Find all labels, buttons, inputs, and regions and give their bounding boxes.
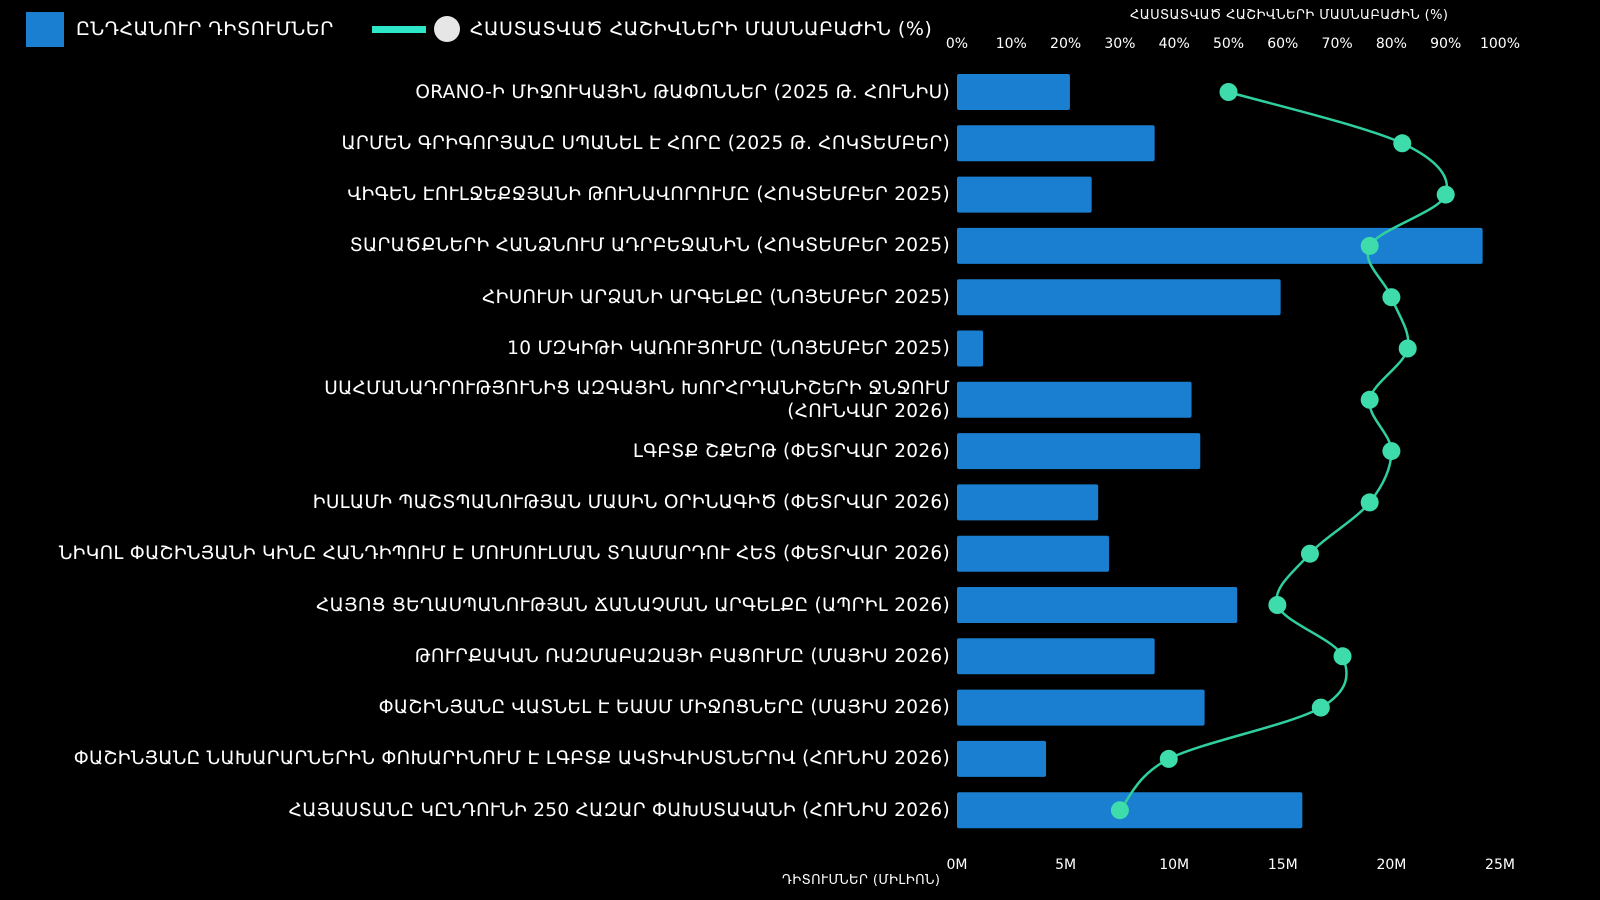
- percent-marker: [1300, 544, 1319, 563]
- percent-marker: [1382, 442, 1401, 461]
- top-axis-title: ՀԱՍՏԱՏՎԱԾ ՀԱՇԻՎՆԵՐԻ ՄԱՍՆԱԲԱԺԻՆ (%): [1130, 8, 1449, 23]
- bar: [957, 433, 1201, 470]
- bar: [957, 176, 1092, 213]
- top-tick-label: 30%: [1104, 36, 1135, 52]
- legend-marker-swatch: [433, 16, 460, 42]
- legend-bars-label: ԸՆԴՀԱՆՈՒՐ ԴԻՏՈՒՄՆԵՐ: [76, 18, 334, 40]
- bar: [957, 227, 1483, 264]
- legend: ԸՆԴՀԱՆՈՒՐ ԴԻՏՈՒՄՆԵՐ ՀԱՍՏԱՏՎԱԾ ՀԱՇԻՎՆԵՐԻ …: [26, 10, 932, 48]
- top-tick-label: 0%: [946, 36, 968, 52]
- bottom-tick-label: 15M: [1268, 857, 1298, 873]
- bar: [957, 689, 1205, 726]
- bottom-tick-label: 5M: [1055, 857, 1076, 873]
- legend-line-swatch: [371, 25, 426, 33]
- top-tick-label: 90%: [1430, 36, 1461, 52]
- percent-marker: [1382, 288, 1401, 307]
- category-label: ԼԳԲՏՔ ՇՔԵՐԹ (ՓԵՏՐՎԱՐ 2026): [633, 440, 950, 462]
- percent-marker: [1268, 596, 1287, 614]
- bar: [957, 587, 1238, 623]
- top-tick-label: 40%: [1159, 36, 1190, 52]
- percent-marker: [1219, 83, 1238, 101]
- percent-marker: [1393, 134, 1412, 153]
- bar: [957, 535, 1110, 572]
- top-tick-label: 10%: [996, 36, 1027, 52]
- category-label: ՆԻԿՈԼ ՓԱՇԻՆՅԱՆԻ ԿԻՆԸ ՀԱՆԴԻՊՈՒՄ Է ՄՈՒՍՈՒԼ…: [58, 543, 950, 565]
- top-tick-label: 100%: [1480, 36, 1520, 52]
- bar: [957, 330, 984, 367]
- percent-marker: [1110, 801, 1129, 820]
- category-label: ՍԱՀՄԱՆԱԴՐՈՒԹՅՈՒՆԻՑ ԱԶԳԱՅԻՆ ԽՈՐՀՐԴԱՆԻՇԵՐԻ…: [324, 377, 950, 422]
- category-label: ԹՈՒՐՔԱԿԱՆ ՌԱԶՄԱԲԱԶԱՅԻ ԲԱՑՈՒՄԸ (ՄԱՅԻՍ 202…: [414, 645, 950, 667]
- top-tick-label: 60%: [1267, 36, 1298, 52]
- bottom-axis-title: ԴԻՏՈՒՄՆԵՐ (ՄԻԼԻՈՆ): [782, 873, 941, 888]
- category-label: ԻՍԼԱՄԻ ՊԱՇՏՊԱՆՈՒԹՅԱՆ ՄԱՍԻՆ ՕՐԻՆԱԳԻԾ (ՓԵՏ…: [312, 491, 950, 513]
- bottom-tick-label: 0M: [947, 857, 968, 873]
- category-label: 10 ՄԶԿԻԹԻ ԿԱՌՈՒՅՈՒՄԸ (ՆՈՅԵՄԲԵՐ 2025): [507, 338, 950, 359]
- bar: [957, 125, 1155, 162]
- bottom-tick-label: 20M: [1376, 857, 1406, 873]
- bar: [957, 74, 1070, 110]
- top-tick-label: 50%: [1213, 36, 1244, 52]
- percent-marker: [1360, 390, 1379, 409]
- percent-marker: [1333, 647, 1352, 666]
- bar: [957, 381, 1192, 418]
- bar: [957, 279, 1281, 316]
- bottom-tick-label: 25M: [1485, 857, 1515, 873]
- percent-marker: [1360, 236, 1379, 255]
- bar: [957, 740, 1047, 777]
- category-label: ՀԱՅՈՑ ՑԵՂԱՍՊԱՆՈՒԹՅԱՆ ՃԱՆԱՉՄԱՆ ԱՐԳԵԼՔԸ (Ա…: [316, 594, 950, 616]
- bar: [957, 792, 1303, 829]
- category-label: ՓԱՇԻՆՅԱՆԸ ՎԱՏՆԵԼ Է ԵԱՍՄ ՄԻՋՈՑՆԵՐԸ (ՄԱՅԻՍ…: [378, 697, 950, 719]
- category-label: ՏԱՐԱԾՔՆԵՐԻ ՀԱՆՁՆՈՒՄ ԱԴՐԲԵՋԱՆԻՆ (ՀՈԿՏԵՄԲԵ…: [349, 235, 950, 257]
- category-label: ՓԱՇԻՆՅԱՆԸ ՆԱԽԱՐԱՐՆԵՐԻՆ ՓՈԽԱՐԻՆՈՒՄ Է ԼԳԲՏ…: [73, 748, 950, 770]
- category-label: ԱՐՄԵՆ ԳՐԻԳՈՐՅԱՆԸ ՍՊԱՆԵԼ Է ՀՈՐԸ (2025 Թ. …: [341, 132, 950, 154]
- bottom-tick-label: 10M: [1159, 857, 1189, 873]
- percent-marker: [1436, 185, 1455, 204]
- category-label: ՎԻԳԵՆ ԷՈՒԼՋԵՔՋՅԱՆԻ ԹՈՒՆԱՎՈՐՈՒՄԸ (ՀՈԿՏԵՄԲ…: [347, 184, 950, 206]
- legend-line-label: ՀԱՍՏԱՏՎԱԾ ՀԱՇԻՎՆԵՐԻ ՄԱՍՆԱԲԱԺԻՆ (%): [469, 18, 933, 40]
- legend-bar-swatch: [26, 11, 64, 47]
- percent-marker: [1311, 698, 1330, 717]
- bar: [957, 638, 1155, 675]
- top-tick-label: 70%: [1322, 36, 1353, 52]
- percent-marker: [1360, 493, 1379, 512]
- top-tick-label: 80%: [1376, 36, 1407, 52]
- bar: [957, 484, 1099, 521]
- top-tick-label: 20%: [1050, 36, 1081, 52]
- category-label: ORANO-Ի ՄԻՋՈՒԿԱՅԻՆ ԹԱՓՈՆՆԵՐ (2025 Թ. ՀՈՒ…: [415, 81, 950, 103]
- category-label: ՀԱՅԱՍՏԱՆԸ ԿԸՆԴՈՒՆԻ 250 ՀԱԶԱՐ ՓԱԽՍՏԱԿԱՆԻ …: [288, 799, 950, 821]
- percent-marker: [1159, 749, 1178, 768]
- category-label: ՀԻՍՈՒՍԻ ԱՐՁԱՆԻ ԱՐԳԵԼՔԸ (ՆՈՅԵՄԲԵՐ 2025): [482, 286, 950, 308]
- percent-marker: [1398, 339, 1417, 358]
